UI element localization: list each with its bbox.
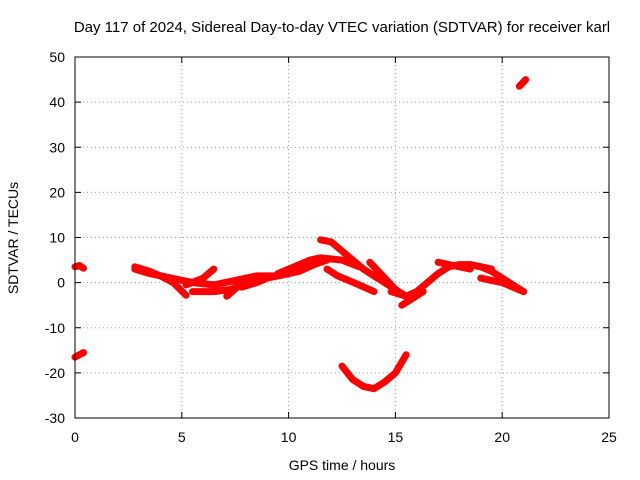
- data-point: [509, 284, 516, 291]
- data-point: [383, 277, 390, 284]
- y-tick-label: 50: [49, 49, 65, 65]
- data-point: [375, 268, 382, 275]
- data-point: [409, 295, 416, 302]
- data-point: [307, 257, 313, 264]
- axis-ticks: 0 5 10 15 20 25 -30 -20 -10 0 10 20 30 40 50: [45, 49, 617, 445]
- chart-title: Day 117 of 2024, Sidereal Day-to-day VTE…: [74, 19, 610, 36]
- data-point: [456, 263, 463, 270]
- data-point: [435, 259, 442, 266]
- x-tick-label: 10: [281, 429, 297, 445]
- y-tick-label: -20: [45, 365, 65, 381]
- data-point: [334, 272, 341, 279]
- data-point: [522, 76, 529, 83]
- data-point: [253, 279, 260, 286]
- data-point: [317, 236, 324, 243]
- x-axis-label: GPS time / hours: [289, 457, 396, 473]
- data-point: [356, 281, 363, 288]
- x-tick-label: 15: [388, 429, 404, 445]
- data-point: [80, 349, 87, 356]
- data-point: [183, 292, 190, 299]
- data-point: [324, 266, 330, 273]
- series-arc-l: [366, 258, 399, 293]
- y-tick-label: 40: [49, 94, 65, 110]
- data-point: [477, 263, 484, 270]
- data-point: [381, 378, 388, 385]
- series-arc-p: [434, 258, 474, 273]
- data-point: [339, 248, 345, 254]
- data-point: [388, 288, 395, 295]
- y-tick-label: 30: [49, 139, 65, 155]
- x-tick-label: 20: [494, 429, 510, 445]
- data-point: [420, 288, 427, 295]
- data-point: [317, 254, 324, 261]
- series-arc-h: [238, 272, 282, 291]
- data-point: [189, 288, 196, 295]
- data-point: [467, 261, 474, 268]
- grid-lines: [75, 57, 609, 418]
- data-point: [345, 277, 352, 284]
- data-point: [210, 281, 217, 288]
- x-tick-label: 0: [71, 429, 79, 445]
- data-point: [371, 272, 377, 279]
- data-series: [71, 76, 530, 393]
- data-point: [516, 83, 523, 90]
- data-point: [238, 284, 245, 291]
- data-point: [499, 279, 506, 286]
- data-point: [296, 268, 303, 275]
- data-point: [200, 275, 207, 282]
- data-point: [349, 376, 356, 383]
- data-point: [168, 275, 175, 282]
- y-tick-label: 20: [49, 184, 65, 200]
- data-point: [392, 369, 399, 376]
- data-point: [339, 363, 345, 370]
- y-tick-label: -10: [45, 320, 65, 336]
- data-point: [210, 288, 217, 295]
- data-point: [296, 261, 303, 268]
- data-point: [488, 268, 495, 275]
- data-point: [146, 270, 153, 277]
- data-point: [477, 275, 484, 282]
- data-point: [131, 266, 138, 273]
- data-point: [360, 266, 367, 273]
- data-point: [398, 302, 405, 309]
- y-tick-label: 0: [57, 275, 65, 291]
- data-point: [371, 288, 377, 295]
- data-point: [445, 261, 452, 268]
- data-point: [183, 281, 190, 288]
- data-point: [210, 266, 217, 273]
- x-tick-label: 5: [178, 429, 186, 445]
- data-point: [435, 270, 442, 277]
- data-point: [264, 275, 271, 282]
- data-point: [285, 266, 292, 273]
- data-point: [349, 257, 356, 264]
- data-point: [520, 288, 527, 295]
- data-point: [371, 385, 377, 392]
- y-tick-label: -30: [45, 410, 65, 426]
- data-point: [488, 277, 495, 284]
- data-point: [360, 383, 367, 390]
- y-tick-label: 10: [49, 230, 65, 246]
- data-point: [328, 239, 335, 245]
- data-point: [80, 265, 87, 272]
- data-point: [339, 257, 345, 264]
- data-point: [274, 270, 281, 277]
- data-point: [366, 259, 373, 266]
- data-point: [424, 279, 431, 286]
- data-point: [311, 261, 318, 268]
- x-tick-label: 25: [601, 429, 617, 445]
- data-point: [232, 277, 239, 284]
- data-point: [403, 351, 410, 358]
- data-point: [223, 293, 230, 300]
- y-axis-label: SDTVAR / TECUs: [5, 182, 21, 294]
